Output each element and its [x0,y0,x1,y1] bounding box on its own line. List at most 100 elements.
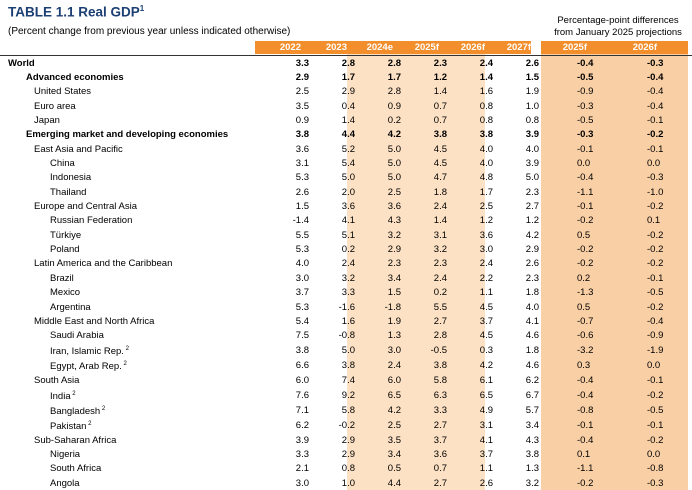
row-label: Nigeria [50,449,81,461]
value-cell: 6.2 [525,374,539,386]
value-cell: 6.0 [295,374,309,386]
value-cell: -1.6 [338,301,355,313]
value-cell: 3.8 [433,129,447,141]
diff-cell: -0.5 [577,72,594,84]
value-cell: 3.4 [525,419,539,431]
value-cell: 5.0 [525,172,539,184]
table-row: Latin America and the Caribbean 4.0 2.4 2.3… [0,257,692,271]
diff-cell: -0.1 [577,143,594,155]
value-cell: 3.6 [479,229,493,241]
value-cell: 4.2 [479,360,493,372]
diff-cell: -0.6 [577,330,594,342]
table-row: Pakistan 2 6.2 -0.2 2.5 2.7 3.1 3.4 -0.1 -0.1 [0,418,692,433]
row-label: Egypt, Arab Rep. 2 [50,361,127,373]
value-cell: 2.3 [433,258,447,270]
value-cell: 5.5 [295,229,309,241]
value-cell: 3.6 [341,201,355,213]
value-cell: 1.5 [525,72,539,84]
value-cell: 1.1 [479,287,493,299]
value-cell: 4.2 [525,229,539,241]
value-cell: 3.3 [295,449,309,461]
diff-cell: -0.1 [647,272,664,284]
value-cell: 1.2 [525,215,539,227]
table-row: East Asia and Pacific 3.6 5.2 5.0 4.5 4.0 4.0 -… [0,142,692,156]
col-header: 2022 [279,42,301,53]
value-cell: 6.0 [387,374,401,386]
table-row: India 2 7.6 9.2 6.5 6.3 6.5 6.7 -0.4 -0.2 [0,388,692,403]
value-cell: 5.0 [387,158,401,170]
row-label: Indonesia [50,172,92,184]
value-cell: 0.8 [341,463,355,475]
table-row: World 3.3 2.8 2.8 2.3 2.4 2.6 -0.4 -0.3 [0,55,692,71]
value-cell: 4.8 [479,172,493,184]
value-cell: 2.6 [493,55,539,71]
value-cell: 1.8 [433,186,447,198]
diff-col-header: 2025f [562,42,587,53]
value-cell: 2.4 [447,55,493,71]
value-cell: 3.4 [387,449,401,461]
diff-cell: -0.3 [577,100,594,112]
value-cell: 1.4 [433,86,447,98]
diff-cell: -0.8 [647,463,664,475]
diff-cell: -0.4 [577,434,594,446]
value-cell: 7.5 [295,330,309,342]
row-label: Latin America and the Caribbean [34,258,173,270]
value-cell: 4.6 [525,330,539,342]
table-title: TABLE 1.1 Real GDP1 [8,4,145,20]
value-cell: 3.0 [387,344,401,356]
row-label: Türkiye [50,229,82,241]
value-cell: 2.6 [525,258,539,270]
value-cell: 2.4 [341,258,355,270]
value-cell: 2.4 [387,360,401,372]
value-cell: 1.3 [525,463,539,475]
value-cell: 3.8 [433,360,447,372]
diff-cell: -0.4 [647,315,664,327]
diff-cell: -0.4 [577,389,594,401]
value-cell: 0.9 [295,115,309,127]
diff-cell: -0.1 [647,419,664,431]
value-cell: 5.0 [387,172,401,184]
diff-cell: -0.2 [647,229,664,241]
diff-cell: 0.3 [577,360,591,372]
table-row: Brazil 3.0 3.2 3.4 2.4 2.2 2.3 0.2 -0.1 [0,271,692,285]
value-cell: 3.7 [479,315,493,327]
value-cell: 0.8 [479,100,493,112]
diff-header: 2025f 2026f [541,41,688,54]
value-cell: 6.1 [479,374,493,386]
value-cell: 3.3 [341,287,355,299]
row-label: Iran, Islamic Rep. 2 [50,345,129,358]
diff-cell: 0.0 [577,158,591,170]
value-cell: 6.5 [479,389,493,401]
value-cell: 2.6 [295,186,309,198]
value-cell: 4.7 [433,172,447,184]
diff-cell: -0.4 [577,172,594,184]
value-cell: 2.9 [525,244,539,256]
value-cell: 0.7 [433,115,447,127]
value-cell: 1.2 [433,72,447,84]
value-cell: 3.9 [295,434,309,446]
value-cell: 5.2 [341,143,355,155]
diff-cell: -0.2 [577,244,594,256]
value-cell: 1.0 [341,477,355,489]
diff-cell: -0.5 [647,404,664,416]
value-cell: 5.1 [341,229,355,241]
value-cell: -1.8 [384,301,401,313]
diff-cell: -0.1 [647,374,664,386]
diff-cell: -0.4 [647,100,664,112]
value-cell: 7.6 [295,389,309,401]
value-cell: 1.6 [479,86,493,98]
diff-cell: -0.2 [577,258,594,270]
value-cell: 6.7 [525,389,539,401]
diff-cell: -0.3 [617,55,692,71]
value-cell: 5.0 [341,172,355,184]
value-cell: 3.9 [525,158,539,170]
col-header: 2024e [366,42,393,53]
value-cell: 4.0 [525,143,539,155]
row-label: Saudi Arabia [50,330,104,342]
value-cell: 2.3 [525,272,539,284]
year-header: 2022 2023 2024e 2025f 2026f 2027f [255,41,531,54]
col-header: 2027f [506,42,531,53]
table-row: Middle East and North Africa 5.4 1.6 1.9 2.7… [0,314,692,328]
value-cell: 1.8 [525,287,539,299]
value-cell: 0.8 [479,115,493,127]
